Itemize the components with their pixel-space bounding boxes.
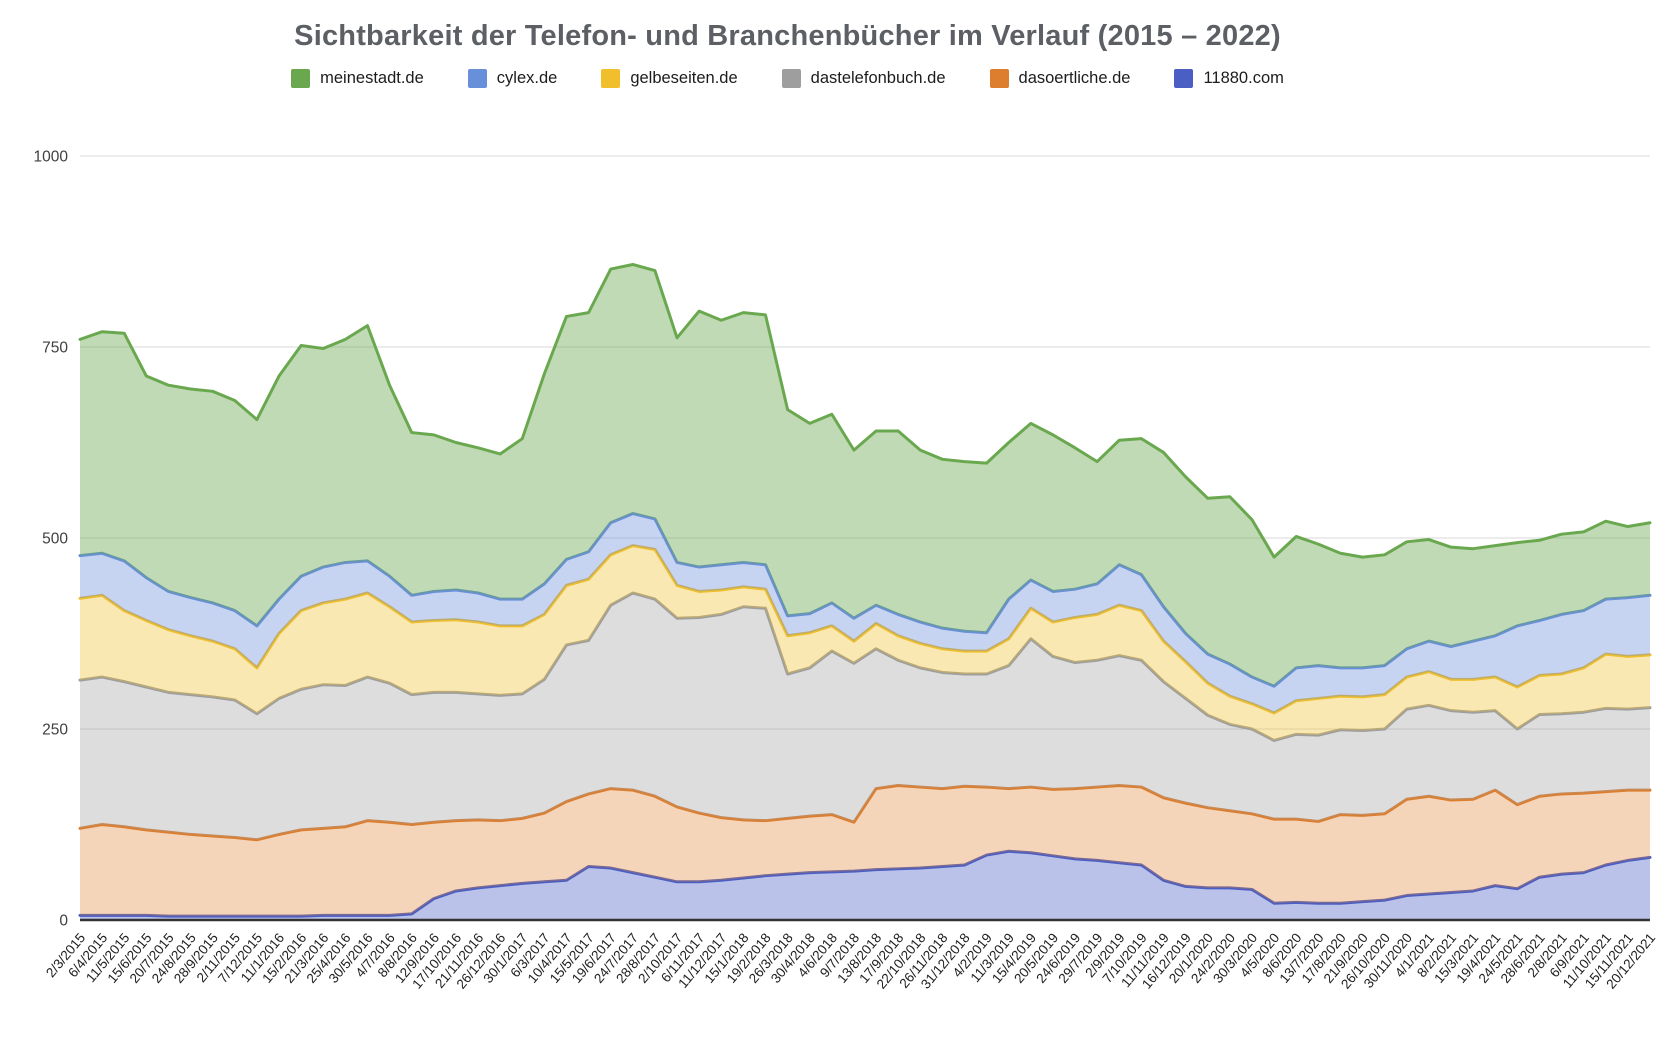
- legend-swatch-icon: [291, 69, 311, 88]
- legend-item-meinestadt.de[interactable]: meinestadt.de: [291, 69, 424, 88]
- legend-label: gelbeseiten.de: [630, 69, 738, 87]
- chart-legend: meinestadt.de cylex.de gelbeseiten.de daste…: [0, 69, 1575, 88]
- legend-swatch-icon: [467, 69, 487, 88]
- legend-swatch-icon: [601, 69, 621, 88]
- y-axis-label-750: 750: [42, 340, 68, 357]
- legend-label: cylex.de: [496, 69, 558, 87]
- line-11880.com: [78, 849, 1652, 918]
- legend-swatch-icon: [1174, 69, 1194, 88]
- line-meinestadt.de: [78, 262, 1652, 559]
- legend-item-dasoertliche.de[interactable]: dasoertliche.de: [989, 69, 1131, 88]
- line-dasoertliche.de: [78, 784, 1652, 842]
- y-axis-label-1000: 1000: [34, 149, 69, 166]
- legend-label: dastelefonbuch.de: [810, 69, 946, 87]
- legend-item-cylex.de[interactable]: cylex.de: [467, 69, 558, 88]
- line-cylex.de: [78, 512, 1652, 688]
- area-dastelefonbuch.de: [80, 593, 1650, 840]
- legend-label: 11880.com: [1203, 69, 1284, 87]
- legend-item-gelbeseiten.de[interactable]: gelbeseiten.de: [601, 69, 738, 88]
- legend-item-11880.com[interactable]: 11880.com: [1174, 69, 1284, 88]
- area-meinestadt.de: [80, 264, 1650, 687]
- chart-title: Sichtbarkeit der Telefon- und Branchenbü…: [294, 20, 1281, 52]
- y-axis-label-250: 250: [42, 722, 68, 739]
- line-dastelefonbuch.de: [78, 591, 1652, 742]
- area-11880.com: [80, 851, 1650, 920]
- legend-item-dastelefonbuch.de[interactable]: dastelefonbuch.de: [781, 69, 946, 88]
- area-gelbeseiten.de: [80, 545, 1650, 741]
- y-axis-label-500: 500: [42, 531, 68, 548]
- chart-header: Sichtbarkeit der Telefon- und Branchenbü…: [0, 0, 1575, 88]
- area-dasoertliche.de: [80, 785, 1650, 917]
- line-gelbeseiten.de: [78, 544, 1652, 715]
- y-axis-label-0: 0: [59, 913, 68, 930]
- legend-label: dasoertliche.de: [1018, 69, 1131, 87]
- legend-label: meinestadt.de: [320, 69, 424, 87]
- legend-swatch-icon: [989, 69, 1009, 88]
- legend-swatch-icon: [781, 69, 801, 88]
